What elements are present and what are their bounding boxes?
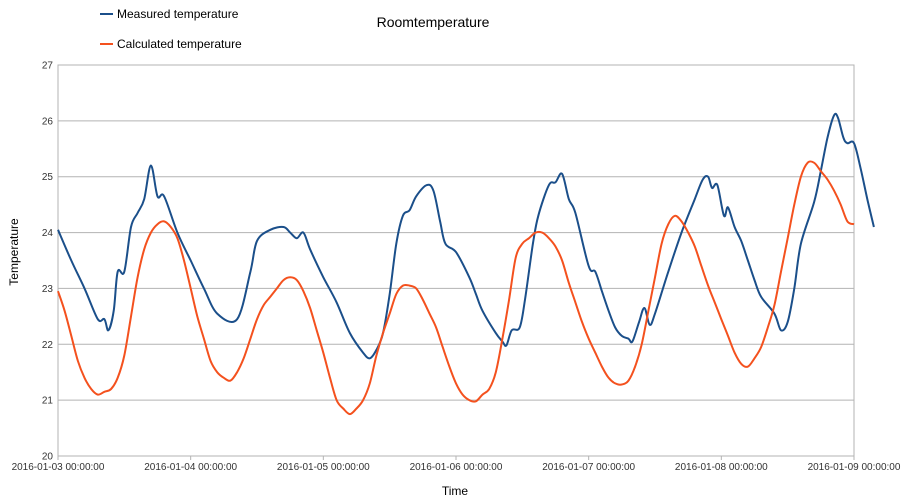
x-axis-title: Time (442, 484, 469, 498)
x-axis-ticks: 2016-01-03 00:00:00 2016-01-04 00:00:00 20… (12, 456, 901, 473)
legend-label-calculated: Calculated temperature (117, 37, 242, 51)
y-tick-label: 26 (42, 116, 54, 127)
series-lines (57, 112, 875, 416)
y-tick-label: 22 (42, 340, 54, 351)
series-line-measured (57, 112, 875, 360)
y-tick-label: 27 (42, 61, 54, 72)
legend-label-measured: Measured temperature (117, 7, 239, 21)
y-tick-label: 21 (42, 396, 54, 407)
x-tick-label: 2016-01-06 00:00:00 (410, 462, 503, 473)
x-tick-label: 2016-01-07 00:00:00 (542, 462, 635, 473)
x-tick-label: 2016-01-05 00:00:00 (277, 462, 370, 473)
y-tick-label: 25 (42, 172, 54, 183)
y-axis-ticks: 20 21 22 23 24 25 26 27 (42, 61, 54, 463)
legend: Measured temperature Calculated temperat… (100, 7, 242, 51)
y-axis-title: Temperature (7, 218, 21, 286)
y-tick-label: 20 (42, 452, 54, 463)
series-line-calculated (57, 160, 855, 416)
x-tick-label: 2016-01-03 00:00:00 (12, 462, 105, 473)
x-tick-label: 2016-01-09 00:00:00 (808, 462, 901, 473)
x-tick-label: 2016-01-04 00:00:00 (144, 462, 237, 473)
x-tick-label: 2016-01-08 00:00:00 (675, 462, 768, 473)
y-tick-label: 24 (42, 228, 54, 239)
y-tick-label: 23 (42, 284, 54, 295)
chart-title: Roomtemperature (377, 14, 490, 30)
